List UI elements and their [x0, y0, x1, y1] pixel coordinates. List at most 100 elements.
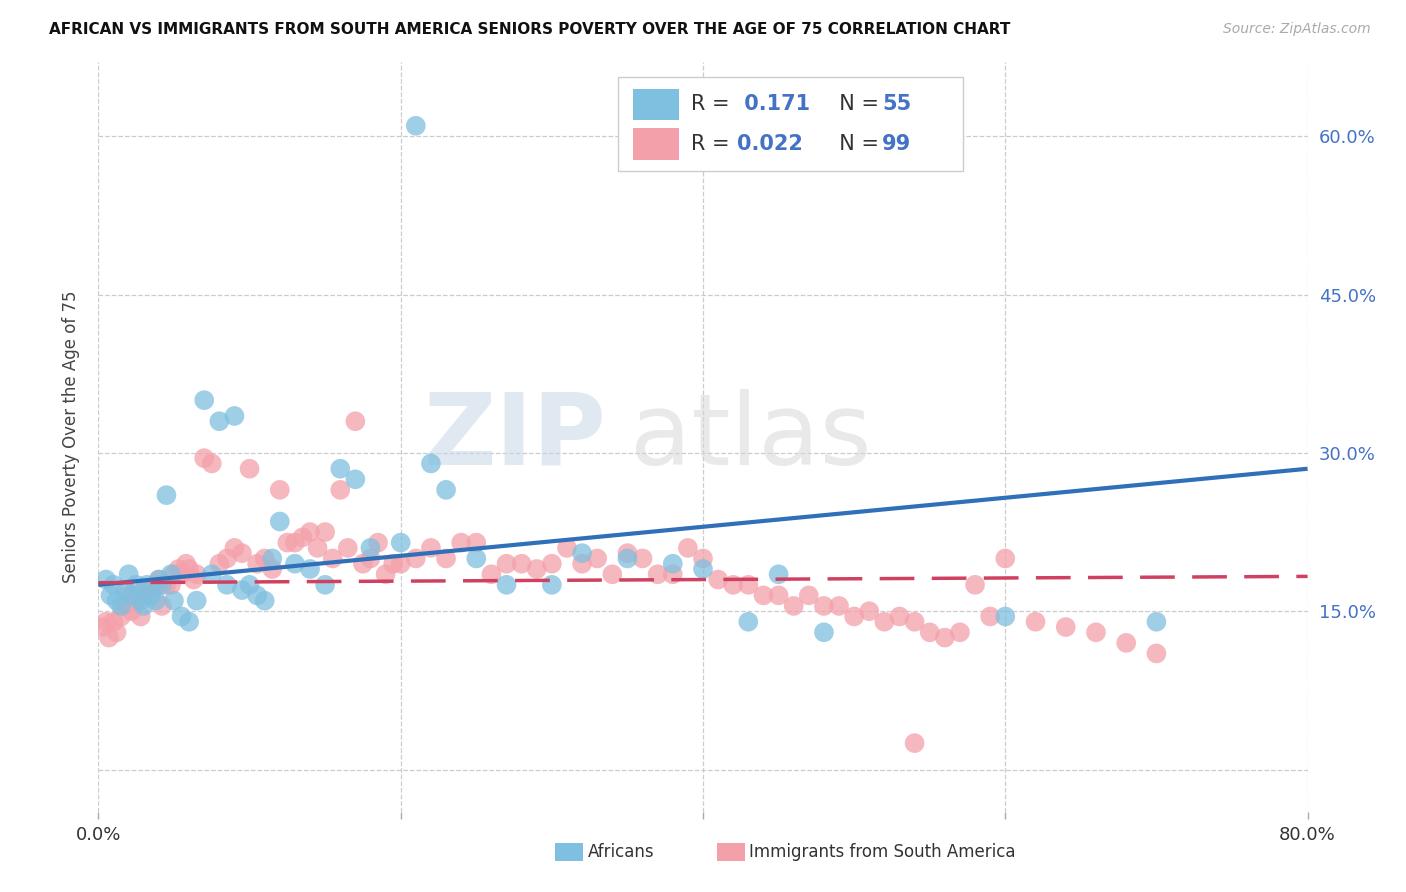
Text: Source: ZipAtlas.com: Source: ZipAtlas.com	[1223, 22, 1371, 37]
Point	[647, 567, 669, 582]
Point	[170, 567, 193, 582]
Point	[201, 567, 224, 582]
Point	[276, 535, 298, 549]
Point	[253, 551, 276, 566]
Point	[571, 546, 593, 560]
Point	[420, 541, 443, 555]
Point	[586, 551, 609, 566]
Point	[135, 578, 157, 592]
Point	[723, 578, 745, 592]
Point	[110, 609, 132, 624]
Point	[873, 615, 896, 629]
Point	[661, 557, 683, 571]
Point	[434, 551, 457, 566]
Point	[224, 541, 246, 555]
Point	[382, 557, 405, 571]
Point	[269, 483, 291, 497]
Text: R =: R =	[690, 95, 737, 114]
Point	[510, 557, 533, 571]
Point	[239, 578, 262, 592]
Point	[374, 567, 396, 582]
Point	[344, 414, 367, 428]
Point	[246, 588, 269, 602]
Point	[692, 562, 714, 576]
Point	[1144, 647, 1167, 661]
FancyBboxPatch shape	[619, 78, 963, 171]
Point	[918, 625, 941, 640]
Point	[155, 488, 177, 502]
Point	[352, 557, 374, 571]
Point	[329, 483, 352, 497]
Point	[555, 541, 578, 555]
Point	[208, 414, 231, 428]
Point	[150, 578, 173, 592]
Point	[118, 567, 141, 582]
Text: N =: N =	[827, 134, 886, 154]
Point	[129, 609, 152, 624]
Point	[768, 588, 790, 602]
Point	[231, 546, 253, 560]
Point	[676, 541, 699, 555]
Point	[797, 588, 820, 602]
Text: Immigrants from South America: Immigrants from South America	[749, 843, 1017, 861]
Point	[828, 599, 851, 613]
Point	[150, 599, 173, 613]
Point	[495, 578, 517, 592]
Point	[239, 461, 262, 475]
Point	[167, 562, 190, 576]
Point	[103, 615, 125, 629]
Point	[142, 583, 165, 598]
Point	[269, 515, 291, 529]
Point	[105, 625, 128, 640]
Point	[208, 557, 231, 571]
Point	[136, 588, 159, 602]
Point	[98, 631, 121, 645]
Point	[132, 583, 155, 598]
Point	[465, 551, 488, 566]
Y-axis label: Seniors Poverty Over the Age of 75: Seniors Poverty Over the Age of 75	[62, 291, 80, 583]
Point	[114, 583, 136, 598]
Point	[183, 573, 205, 587]
Point	[94, 573, 117, 587]
Point	[616, 551, 638, 566]
Point	[114, 599, 136, 613]
Point	[344, 472, 367, 486]
Point	[602, 567, 624, 582]
Point	[616, 546, 638, 560]
Point	[231, 583, 253, 598]
Point	[389, 557, 412, 571]
Point	[145, 578, 167, 592]
Point	[94, 615, 117, 629]
Point	[1115, 636, 1137, 650]
Point	[145, 593, 167, 607]
Point	[163, 593, 186, 607]
Point	[103, 578, 125, 592]
Point	[314, 524, 336, 539]
Point	[526, 562, 548, 576]
Point	[186, 593, 208, 607]
Point	[105, 593, 128, 607]
Point	[174, 557, 197, 571]
Point	[224, 409, 246, 423]
Point	[125, 578, 148, 592]
FancyBboxPatch shape	[633, 88, 679, 120]
Point	[631, 551, 654, 566]
Point	[163, 567, 186, 582]
Point	[160, 567, 183, 582]
Point	[661, 567, 683, 582]
Text: atlas: atlas	[630, 389, 872, 485]
Point	[844, 609, 866, 624]
Point	[420, 457, 443, 471]
Point	[329, 461, 352, 475]
Text: 99: 99	[882, 134, 911, 154]
Point	[262, 562, 284, 576]
Text: R =: R =	[690, 134, 737, 154]
Point	[132, 599, 155, 613]
Point	[405, 119, 427, 133]
FancyBboxPatch shape	[633, 128, 679, 160]
Point	[768, 567, 790, 582]
Point	[360, 551, 382, 566]
Text: 0.022: 0.022	[737, 134, 803, 154]
Point	[540, 578, 562, 592]
Point	[813, 599, 835, 613]
